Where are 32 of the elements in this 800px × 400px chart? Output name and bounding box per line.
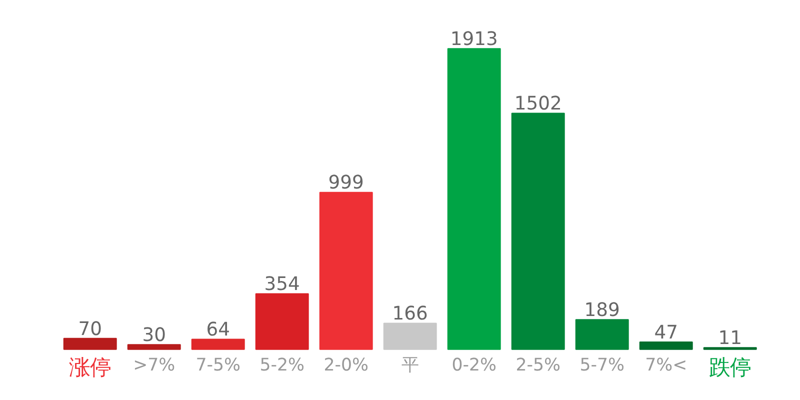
x-tick-label: 涨停 (69, 355, 112, 380)
data-label: 70 (78, 318, 102, 340)
bar (511, 112, 565, 350)
data-label: 999 (328, 172, 364, 194)
bar (191, 338, 245, 350)
x-tick-label: 5-7% (580, 355, 624, 376)
data-label: 166 (392, 304, 428, 325)
data-label: 354 (264, 274, 300, 296)
bar (575, 319, 629, 350)
x-tick-label: 7-5% (196, 355, 240, 376)
data-label: 30 (142, 325, 166, 346)
bar (255, 293, 309, 350)
bar (639, 341, 693, 350)
data-label: 11 (718, 328, 742, 350)
data-label: 64 (206, 320, 230, 341)
x-tick-label: 2-0% (324, 355, 368, 376)
x-tick-label: 0-2% (452, 355, 496, 376)
bar (447, 48, 501, 350)
data-label: 1502 (514, 94, 562, 115)
data-label: 189 (584, 300, 620, 322)
x-tick-label: 平 (402, 355, 419, 376)
bar (319, 192, 373, 350)
x-tick-label: >7% (133, 355, 176, 376)
x-tick-label: 跌停 (709, 355, 752, 380)
data-label: 47 (654, 322, 678, 344)
data-label: 1913 (450, 29, 498, 50)
bar (383, 322, 437, 350)
x-tick-label: 2-5% (516, 355, 560, 376)
bar (127, 344, 181, 350)
bar (63, 338, 117, 350)
x-tick-label: 5-2% (260, 355, 304, 376)
x-tick-label: 7%< (645, 355, 688, 376)
